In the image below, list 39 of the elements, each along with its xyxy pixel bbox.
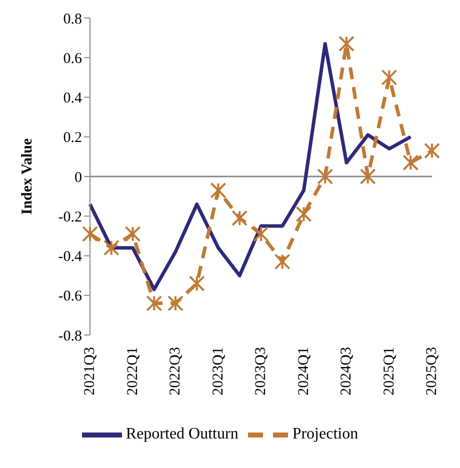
x-tick-label: 2023Q1 <box>210 347 226 396</box>
y-tick-label: 0.8 <box>63 11 82 28</box>
y-tick-label: 0.4 <box>63 90 82 107</box>
point <box>146 295 162 312</box>
point <box>103 240 120 256</box>
y-tick-label: -0.8 <box>58 328 82 344</box>
y-tick-label: 0 <box>74 170 82 186</box>
point <box>210 182 226 198</box>
x-tick-label: 2021Q3 <box>82 347 98 396</box>
point <box>381 69 398 86</box>
point <box>402 154 419 171</box>
y-axis-title: Index Value <box>19 138 36 215</box>
line-series <box>88 42 412 292</box>
x-tick-label: 2024Q1 <box>296 347 312 396</box>
y-tick-label: -0.6 <box>58 288 82 305</box>
x-tick-label: 2025Q1 <box>381 347 398 396</box>
y-tick-label: 0.6 <box>63 50 82 67</box>
point <box>168 295 184 312</box>
x-tick-label: 2022Q3 <box>168 347 184 396</box>
point <box>274 254 290 270</box>
point <box>317 168 334 184</box>
y-tick-label: 0.2 <box>63 130 82 146</box>
point <box>232 210 248 226</box>
point <box>338 36 354 52</box>
point <box>253 226 269 242</box>
point <box>188 275 205 292</box>
legend-label: Reported Outturn <box>126 426 238 443</box>
x-tick-label: 2023Q3 <box>253 347 269 396</box>
point <box>424 142 440 159</box>
y-tick-label: -0.4 <box>58 249 82 266</box>
point <box>296 206 312 222</box>
x-tick-label: 2024Q3 <box>338 347 354 396</box>
point <box>124 226 141 242</box>
legend-label: Projection <box>292 426 358 443</box>
x-tick-label: 2025Q3 <box>424 347 440 396</box>
y-tick-label: -0.2 <box>58 209 82 226</box>
point <box>82 226 98 242</box>
x-tick-label: 2022Q1 <box>124 347 141 396</box>
point <box>360 168 376 184</box>
